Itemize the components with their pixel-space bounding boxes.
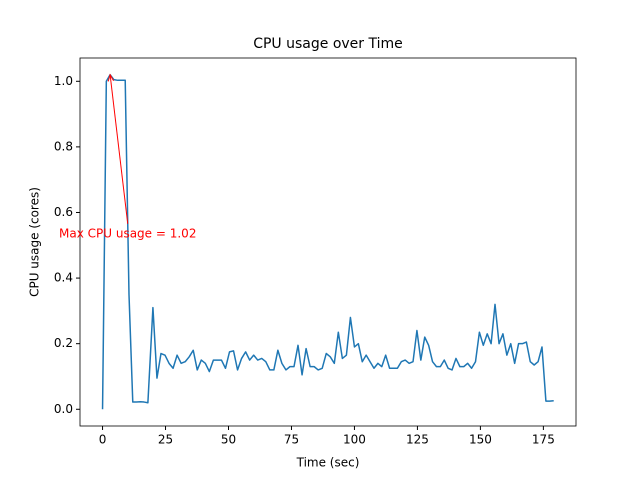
y-tick-label: 0.2 — [54, 336, 73, 350]
y-axis-label: CPU usage (cores) — [28, 187, 42, 297]
x-tick-label: 100 — [343, 433, 366, 447]
y-tick-label: 0.6 — [54, 205, 73, 219]
data-line — [101, 73, 554, 410]
y-tick-label: 0.0 — [54, 402, 73, 416]
x-tick-label: 175 — [532, 433, 555, 447]
axes-frame — [79, 57, 577, 427]
x-tick-label: 125 — [406, 433, 429, 447]
x-tick-label: 75 — [284, 433, 299, 447]
y-tick-label: 0.8 — [54, 139, 73, 153]
y-tick-label: 0.4 — [54, 271, 73, 285]
x-tick-label: 25 — [158, 433, 173, 447]
x-tick-label: 0 — [99, 433, 107, 447]
y-tick-label: 1.0 — [54, 74, 73, 88]
x-tick-label: 150 — [469, 433, 492, 447]
x-tick-label: 50 — [221, 433, 236, 447]
annotation-arrowhead — [107, 73, 115, 82]
annotation-arrow — [109, 74, 129, 224]
annotation-text: Max CPU usage = 1.02 — [59, 226, 196, 240]
chart-title: CPU usage over Time — [253, 36, 403, 52]
x-axis-label: Time (sec) — [296, 456, 360, 470]
